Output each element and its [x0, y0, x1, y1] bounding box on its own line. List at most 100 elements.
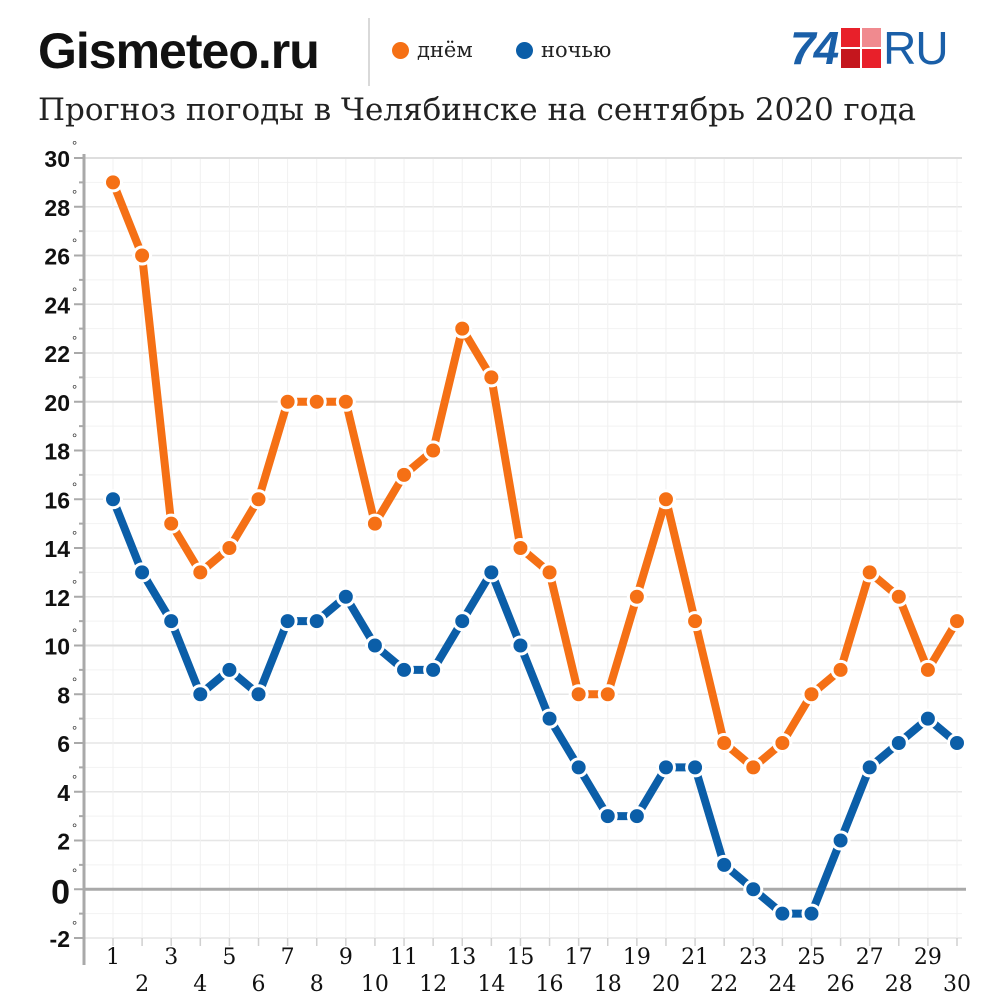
x-tick-label: 5	[222, 945, 236, 970]
y-tick-label: 8	[57, 682, 70, 708]
degree-mark: °	[72, 382, 77, 397]
data-point-night	[103, 489, 123, 510]
legend-night-label: ночью	[541, 38, 612, 62]
data-point-night	[132, 562, 153, 583]
data-point-day	[947, 611, 967, 632]
data-point-day	[219, 538, 240, 558]
data-point-day	[917, 659, 938, 680]
data-point-night	[947, 733, 967, 753]
data-point-day	[539, 562, 560, 583]
degree-mark: °	[72, 626, 77, 641]
chart-title: Прогноз погоды в Челябинске на сентябрь …	[38, 92, 917, 128]
y-tick-label: 14	[44, 536, 70, 562]
data-point-day	[859, 562, 880, 583]
data-point-night	[219, 659, 240, 680]
data-point-day	[190, 562, 211, 583]
data-point-day	[335, 391, 356, 412]
degree-mark: °	[72, 528, 77, 543]
y-tick-label: 0	[51, 873, 70, 911]
data-point-night	[685, 757, 706, 778]
legend-day-marker	[392, 41, 409, 59]
degree-mark: °	[72, 431, 77, 446]
legend-night-marker	[516, 41, 533, 59]
degree-mark: °	[72, 284, 77, 299]
data-point-night	[539, 708, 560, 729]
data-point-day	[714, 733, 735, 753]
data-point-night	[801, 903, 822, 924]
y-tick-label: 28	[44, 195, 70, 221]
x-tick-label: 7	[281, 945, 295, 970]
y-tick-label: 18	[44, 439, 70, 465]
logo-74ru: 74 RU	[790, 22, 949, 74]
data-point-night	[394, 659, 415, 680]
logo-squares-icon	[841, 28, 882, 68]
data-point-day	[685, 611, 706, 632]
data-point-night	[423, 659, 444, 680]
x-tick-label: 4	[193, 972, 207, 997]
y-tick-label: 12	[44, 585, 70, 611]
header-divider	[368, 18, 370, 86]
y-tick-label: 4	[57, 780, 70, 806]
x-tick-label: 3	[164, 945, 178, 970]
x-tick-label: 9	[339, 945, 353, 970]
data-point-night	[888, 733, 909, 753]
degree-mark: °	[72, 674, 77, 689]
data-point-day	[772, 733, 793, 753]
data-point-night	[626, 806, 647, 827]
data-point-night	[597, 806, 618, 827]
data-point-night	[335, 586, 356, 607]
x-tick-label: 12	[419, 972, 447, 997]
degree-mark: °	[72, 918, 77, 933]
logo-number: 74	[790, 22, 839, 74]
data-point-day	[481, 367, 502, 388]
data-point-night	[714, 854, 735, 875]
x-tick-label: 28	[885, 972, 913, 997]
x-tick-label: 24	[768, 972, 796, 997]
y-tick-label: 24	[44, 292, 70, 318]
degree-mark: °	[72, 138, 77, 153]
x-tick-label: 19	[623, 945, 651, 970]
data-point-night	[655, 757, 676, 778]
data-point-night	[772, 903, 793, 924]
data-point-day	[626, 586, 647, 607]
degree-mark: °	[72, 577, 77, 592]
data-point-day	[248, 489, 269, 510]
degree-mark: °	[72, 865, 77, 880]
data-point-day	[655, 489, 676, 510]
x-tick-label: 8	[310, 972, 324, 997]
x-tick-label: 16	[536, 972, 564, 997]
legend-day-label: днём	[417, 38, 473, 62]
y-tick-label: 16	[44, 487, 70, 513]
y-tick-label: 6	[57, 731, 70, 757]
y-tick-label: 26	[44, 244, 70, 270]
y-tick-label: 30	[44, 146, 70, 172]
data-point-night	[830, 830, 851, 851]
x-tick-label: 11	[390, 945, 418, 970]
x-tick-label: 22	[710, 972, 738, 997]
legend-item-night: ночью	[516, 38, 611, 62]
y-tick-label: 22	[44, 341, 70, 367]
data-point-day	[801, 684, 822, 705]
x-tick-label: 23	[739, 945, 767, 970]
data-point-day	[277, 391, 298, 412]
data-point-night	[917, 708, 938, 729]
data-point-night	[306, 611, 327, 632]
x-tick-label: 27	[856, 945, 884, 970]
x-tick-label: 26	[827, 972, 855, 997]
data-point-day	[306, 391, 327, 412]
data-point-day	[888, 586, 909, 607]
degree-mark: °	[72, 821, 77, 836]
degree-mark: °	[72, 236, 77, 251]
x-tick-label: 25	[797, 945, 825, 970]
x-tick-label: 14	[477, 972, 505, 997]
degree-mark: °	[72, 723, 77, 738]
legend-item-day: днём	[392, 38, 473, 62]
x-tick-label: 1	[106, 945, 120, 970]
data-point-day	[568, 684, 589, 705]
brand-title: Gismeteo.ru	[38, 23, 320, 79]
x-tick-label: 20	[652, 972, 680, 997]
logo-text: RU	[883, 22, 948, 74]
x-tick-label: 2	[135, 972, 149, 997]
data-point-night	[248, 684, 269, 705]
data-point-night	[481, 562, 502, 583]
